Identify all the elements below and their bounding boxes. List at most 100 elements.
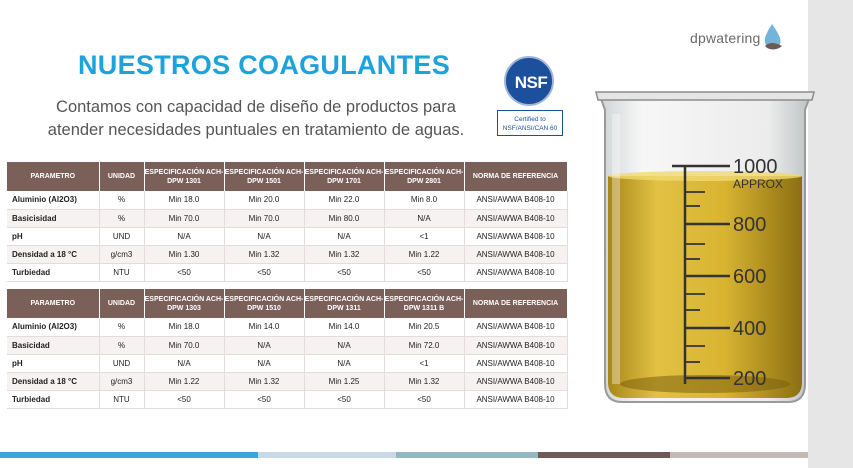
table-row: Aluminio (Al2O3) % Min 18.0 Min 20.0 Min… — [7, 191, 568, 210]
cell-param: Aluminio (Al2O3) — [7, 318, 100, 337]
header-unidad: UNIDAD — [99, 289, 145, 318]
cell: g/cm3 — [99, 372, 145, 391]
cell: <50 — [384, 390, 465, 409]
cell: Min 1.30 — [144, 245, 225, 264]
cell: ANSI/AWWA B408-10 — [464, 390, 568, 409]
mark-800: 800 — [733, 214, 766, 236]
header-spec-2: ESPECIFICACIÓN ACH-DPW 1510 — [224, 289, 305, 318]
cell: Min 14.0 — [224, 318, 305, 337]
cell: N/A — [304, 336, 385, 355]
cell: ANSI/AWWA B408-10 — [464, 354, 568, 373]
cell: UND — [99, 354, 145, 373]
cell: Min 1.32 — [224, 245, 305, 264]
cell: Min 70.0 — [144, 336, 225, 355]
cell: Min 70.0 — [144, 209, 225, 228]
cell: % — [99, 318, 145, 337]
cell: ANSI/AWWA B408-10 — [464, 209, 568, 228]
cell: N/A — [384, 209, 465, 228]
cell: <50 — [144, 390, 225, 409]
right-band — [808, 0, 853, 468]
cell: Min 80.0 — [304, 209, 385, 228]
header-spec-3: ESPECIFICACIÓN ACH-DPW 1311 — [304, 289, 385, 318]
mark-200: 200 — [733, 368, 766, 390]
cell: <50 — [304, 390, 385, 409]
header-norma: NORMA DE REFERENCIA — [464, 289, 568, 318]
mark-400: 400 — [733, 318, 766, 340]
cell: Min 1.22 — [144, 372, 225, 391]
bar-light-brown — [670, 452, 808, 458]
cell-param: Basicisidad — [7, 209, 100, 228]
cell: <50 — [224, 263, 305, 282]
cell: Min 1.22 — [384, 245, 465, 264]
cell: <50 — [144, 263, 225, 282]
cell: N/A — [304, 227, 385, 246]
header-parametro: PARAMETRO — [7, 289, 100, 318]
cell: <50 — [224, 390, 305, 409]
cell: Min 14.0 — [304, 318, 385, 337]
header-parametro: PARAMETRO — [7, 162, 100, 191]
cell: ANSI/AWWA B408-10 — [464, 336, 568, 355]
water-drop-icon — [764, 24, 782, 50]
cell: <1 — [384, 227, 465, 246]
logo-text: dpwatering — [690, 30, 761, 46]
table-row: Densidad a 18 °C g/cm3 Min 1.30 Min 1.32… — [7, 245, 568, 264]
cell: ANSI/AWWA B408-10 — [464, 227, 568, 246]
bottom-decorative-bars — [0, 452, 808, 458]
cell-param: Densidad a 18 °C — [7, 372, 100, 391]
cell: % — [99, 191, 145, 210]
nsf-cert-line2: NSF/ANSI/CAN 60 — [502, 125, 558, 132]
cell: N/A — [224, 354, 305, 373]
beaker-liquid — [608, 176, 802, 398]
cell: % — [99, 336, 145, 355]
cell: Min 1.32 — [304, 245, 385, 264]
table-header-row: PARAMETRO UNIDAD ESPECIFICACIÓN ACH-DPW … — [7, 289, 568, 318]
header-spec-1: ESPECIFICACIÓN ACH-DPW 1303 — [144, 289, 225, 318]
cell: N/A — [144, 354, 225, 373]
bar-brown — [538, 452, 670, 458]
cell: Min 22.0 — [304, 191, 385, 210]
header-unidad: UNIDAD — [99, 162, 145, 191]
mark-approx: APPROX — [733, 177, 783, 191]
cell: ANSI/AWWA B408-10 — [464, 263, 568, 282]
beaker-image: 1000 APPROX 800 600 400 200 — [595, 91, 815, 403]
header-spec-4: ESPECIFICACIÓN ACH-DPW 1311 B — [384, 289, 465, 318]
cell-param: Turbiedad — [7, 263, 100, 282]
cell: <50 — [304, 263, 385, 282]
header-spec-1: ESPECIFICACIÓN ACH-DPW 1301 — [144, 162, 225, 191]
table-row: Aluminio (Al2O3) % Min 18.0 Min 14.0 Min… — [7, 318, 568, 337]
cell: Min 20.0 — [224, 191, 305, 210]
cell: N/A — [224, 227, 305, 246]
header-norma: NORMA DE REFERENCIA — [464, 162, 568, 191]
cell: Min 8.0 — [384, 191, 465, 210]
cell: Min 1.32 — [384, 372, 465, 391]
cell: UND — [99, 227, 145, 246]
table-row: Basicidad % Min 70.0 N/A N/A Min 72.0 AN… — [7, 336, 568, 355]
header-spec-3: ESPECIFICACIÓN ACH-DPW 1701 — [304, 162, 385, 191]
bar-blue — [0, 452, 258, 458]
nsf-cert-line1: Certified to — [514, 116, 546, 123]
cell-param: Turbiedad — [7, 390, 100, 409]
cell: <1 — [384, 354, 465, 373]
cell: Min 18.0 — [144, 318, 225, 337]
cell: <50 — [384, 263, 465, 282]
cell: ANSI/AWWA B408-10 — [464, 245, 568, 264]
company-logo: dpwatering — [690, 22, 785, 62]
nsf-logo-icon: NSF — [504, 56, 554, 106]
beaker-rim — [595, 91, 815, 101]
table-row: pH UND N/A N/A N/A <1 ANSI/AWWA B408-10 — [7, 227, 568, 246]
cell: Min 1.25 — [304, 372, 385, 391]
cell-param: Basicidad — [7, 336, 100, 355]
cell: NTU — [99, 263, 145, 282]
table-header-row: PARAMETRO UNIDAD ESPECIFICACIÓN ACH-DPW … — [7, 162, 568, 191]
mark-600: 600 — [733, 266, 766, 288]
cell: Min 70.0 — [224, 209, 305, 228]
cell: N/A — [224, 336, 305, 355]
cell-param: Densidad a 18 °C — [7, 245, 100, 264]
table-row: Turbiedad NTU <50 <50 <50 <50 ANSI/AWWA … — [7, 263, 568, 282]
mark-1000: 1000 — [733, 156, 778, 178]
cell: Min 18.0 — [144, 191, 225, 210]
bar-light-blue — [258, 452, 396, 458]
cell-param: pH — [7, 227, 100, 246]
cell: NTU — [99, 390, 145, 409]
